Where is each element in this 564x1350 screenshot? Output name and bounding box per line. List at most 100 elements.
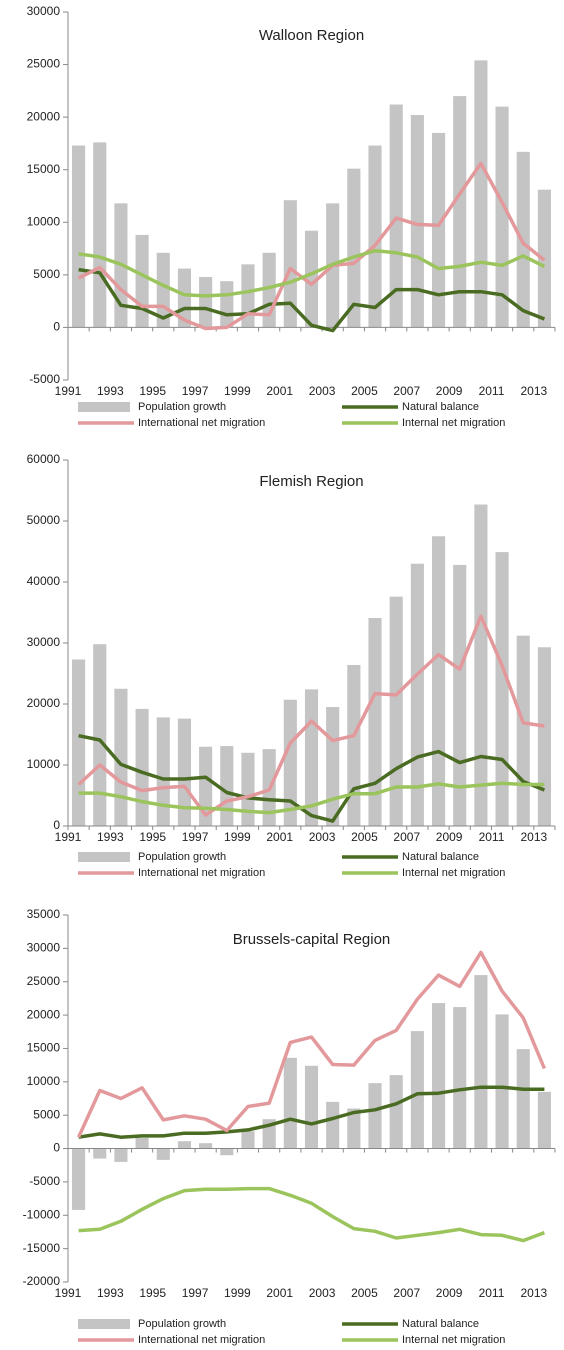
bar	[199, 1143, 213, 1149]
x-tick-label: 2011	[479, 384, 505, 398]
bar	[410, 115, 424, 328]
x-tick-label: 1993	[97, 830, 124, 844]
x-tick-label: 2013	[520, 830, 547, 844]
bar	[241, 752, 255, 826]
line	[78, 733, 546, 823]
y-tick-label: 20000	[27, 696, 61, 710]
bar	[431, 1003, 446, 1149]
legend-label: Internal net migration	[402, 417, 505, 429]
bar	[93, 142, 107, 328]
bar	[156, 717, 170, 826]
x-tick-label: 2009	[436, 384, 463, 398]
bar	[537, 647, 551, 826]
bar	[347, 168, 361, 328]
bar	[283, 1057, 297, 1149]
x-tick-label: 1999	[224, 1286, 251, 1300]
bar	[135, 1137, 149, 1149]
y-tick-label: 10000	[27, 757, 61, 771]
bar	[431, 132, 446, 328]
y-tick-label: -20000	[23, 1274, 61, 1288]
bar	[72, 145, 86, 328]
bar	[474, 504, 488, 826]
y-tick-label: 40000	[27, 574, 61, 588]
x-tick-label: 2013	[520, 384, 547, 398]
bar	[537, 1091, 551, 1149]
legend-label: Population growth	[138, 1318, 226, 1330]
bar	[241, 1131, 255, 1149]
x-tick-label: 1995	[139, 1286, 166, 1300]
y-tick-label: 20000	[27, 109, 61, 123]
x-tick-label: 2001	[266, 384, 293, 398]
x-tick-label: 1991	[55, 384, 82, 398]
line	[77, 950, 547, 1138]
y-tick-label: 30000	[27, 4, 61, 18]
y-tick-label: 0	[53, 320, 60, 334]
legend-swatch	[78, 1319, 130, 1329]
line	[78, 248, 546, 298]
bar	[177, 268, 192, 328]
x-tick-label: 1997	[182, 384, 209, 398]
legend-label: International net migration	[138, 867, 265, 879]
y-tick-label: 35000	[27, 907, 61, 921]
y-tick-label: -5000	[29, 372, 60, 386]
x-tick-label: 1997	[182, 1286, 209, 1300]
x-tick-label: 2013	[520, 1286, 547, 1300]
bar	[220, 281, 234, 328]
bar	[326, 1101, 340, 1149]
bar	[220, 1148, 234, 1156]
line	[78, 1186, 546, 1243]
bar	[177, 718, 192, 826]
bar	[389, 1075, 403, 1149]
chart-title: Flemish Region	[259, 473, 363, 490]
x-tick-label: 1995	[139, 830, 166, 844]
bar	[283, 699, 297, 826]
line	[78, 1085, 545, 1139]
x-tick-label: 2001	[266, 1286, 293, 1300]
x-tick-label: 2003	[309, 384, 336, 398]
bar	[495, 1014, 509, 1149]
y-tick-label: 0	[53, 818, 60, 832]
bar	[135, 234, 149, 328]
x-tick-label: 2003	[309, 830, 336, 844]
bar	[347, 664, 361, 826]
y-tick-label: 30000	[27, 941, 61, 955]
x-tick-label: 1991	[55, 830, 82, 844]
x-tick-label: 1993	[97, 1286, 124, 1300]
legend-swatch	[78, 852, 130, 862]
line	[77, 614, 545, 817]
bar	[283, 200, 297, 328]
chart-title: Walloon Region	[259, 27, 364, 44]
bar	[199, 276, 213, 328]
legend-label: Internal net migration	[402, 867, 505, 879]
x-tick-label: 2007	[393, 1286, 420, 1300]
x-tick-label: 1995	[139, 384, 166, 398]
legend-label: Population growth	[138, 851, 226, 863]
bar	[304, 230, 319, 328]
x-tick-label: 2005	[351, 1286, 378, 1300]
bar	[72, 659, 86, 826]
bar	[474, 975, 488, 1149]
line	[77, 161, 546, 331]
bar	[114, 1148, 128, 1162]
x-tick-label: 1999	[224, 830, 251, 844]
x-tick-label: 2011	[479, 830, 505, 844]
bar	[516, 635, 530, 826]
bar	[93, 644, 107, 826]
y-tick-label: -10000	[23, 1207, 61, 1221]
x-tick-label: 2007	[393, 830, 420, 844]
bar	[72, 1148, 86, 1210]
bar	[220, 746, 234, 826]
bar	[389, 596, 403, 826]
y-tick-label: -15000	[23, 1241, 61, 1255]
legend-label: Natural balance	[402, 401, 479, 413]
y-tick-label: 15000	[27, 1041, 61, 1055]
y-tick-label: 10000	[27, 1074, 61, 1088]
x-tick-label: 2009	[436, 830, 463, 844]
y-tick-label: -5000	[29, 1174, 60, 1188]
y-tick-label: 60000	[27, 452, 61, 466]
chart-title: Brussels-capital Region	[233, 931, 391, 948]
y-tick-label: 30000	[27, 635, 61, 649]
y-tick-label: 25000	[27, 57, 61, 71]
